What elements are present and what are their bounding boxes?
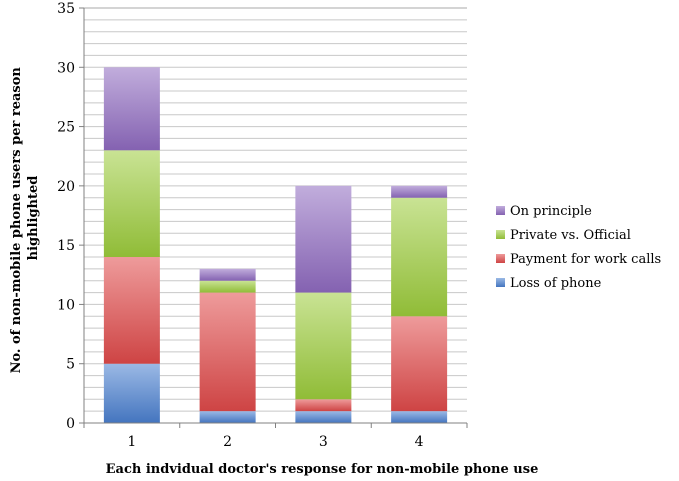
bars [103,67,448,423]
y-tick-label: 0 [66,416,75,432]
bar-segment-on-principle-4 [391,185,448,198]
y-tick-label: 25 [57,120,75,136]
y-axis-title: No. of non-mobile phone users per reason… [9,63,41,374]
bar-segment-payment-for-work-calls-4 [391,316,448,412]
legend-swatch [496,230,505,239]
legend-label: On principle [510,204,592,219]
legend-swatch [496,278,505,287]
legend-swatch [496,254,505,263]
y-tick-label: 35 [57,1,75,17]
bar-segment-on-principle-1 [103,67,160,151]
bar-segment-on-principle-3 [295,185,352,293]
x-axis-title: Each indvidual doctor's response for non… [106,462,539,477]
bar-segment-loss-of-phone-4 [391,411,448,423]
x-tick-label: 4 [415,434,424,450]
y-tick-labels: 0 5 10 15 20 25 30 35 [57,1,75,432]
bar-segment-private-vs-official-1 [103,150,160,257]
legend-swatch [496,206,505,215]
y-tick-label: 15 [57,238,75,254]
y-tick-label: 30 [57,60,75,76]
y-tick-label: 20 [57,179,75,195]
bar-segment-loss-of-phone-3 [295,411,352,423]
bar-segment-on-principle-2 [199,268,256,281]
axes [79,7,468,428]
y-tick-label: 5 [66,357,75,373]
legend: On principle Private vs. Official Payment … [496,204,661,291]
x-tick-label: 2 [223,434,232,450]
bar-segment-loss-of-phone-1 [103,363,160,423]
x-tick-labels: 1 2 3 4 [127,434,423,450]
y-tick-label: 10 [57,297,75,313]
y-axis-title-line-1: No. of non-mobile phone users per reason [9,67,24,374]
bar-segment-private-vs-official-3 [295,292,352,400]
bar-segment-private-vs-official-2 [199,280,256,293]
x-tick-label: 3 [319,434,328,450]
x-tick-label: 1 [127,434,136,450]
legend-label: Loss of phone [510,276,602,291]
y-axis-title-line-2: highlighted [26,176,41,261]
legend-label: Payment for work calls [510,252,661,267]
bar-segment-payment-for-work-calls-2 [199,292,256,412]
bar-segment-payment-for-work-calls-1 [103,257,160,364]
legend-label: Private vs. Official [510,228,631,243]
bar-segment-private-vs-official-4 [391,197,448,317]
bar-segment-loss-of-phone-2 [199,411,256,423]
bar-segment-payment-for-work-calls-3 [295,399,352,412]
